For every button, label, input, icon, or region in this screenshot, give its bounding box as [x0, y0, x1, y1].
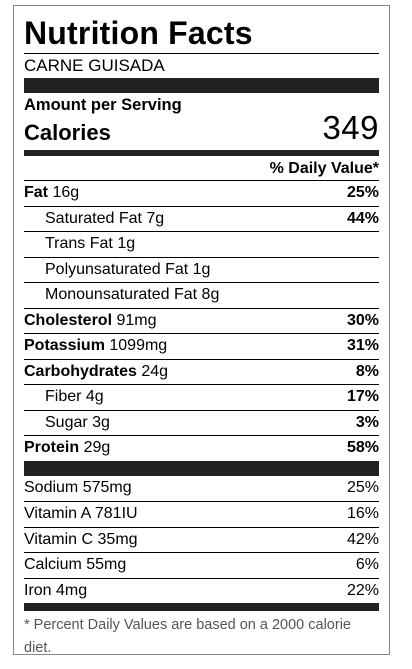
nutrient-pct: 8% — [355, 362, 379, 380]
nutrient-pct: 58% — [346, 439, 379, 457]
nutrient-name: Cholesterol — [24, 311, 113, 329]
vitamin-amount: 4mg — [56, 581, 88, 599]
calories-row: Calories 349 — [24, 111, 379, 145]
nutrient-name: Saturated Fat — [45, 209, 142, 227]
nutrient-row-saturated-fat: Saturated Fat 7g 44% — [24, 205, 379, 232]
thick-divider — [24, 78, 379, 93]
vitamin-pct: 6% — [355, 556, 379, 574]
nutrient-name: Carbohydrates — [24, 362, 137, 380]
nutrient-row-polyunsaturated-fat: Polyunsaturated Fat 1g — [24, 256, 379, 283]
nutrient-row-fiber: Fiber 4g 17% — [24, 384, 379, 410]
calories-divider — [24, 150, 379, 156]
nutrient-row-fat: Fat 16g 25% — [24, 180, 379, 206]
nutrient-name: Potassium — [24, 337, 105, 355]
nutrient-amount: 24g — [141, 362, 169, 380]
nutrient-row-monounsaturated-fat: Monounsaturated Fat 8g — [24, 282, 379, 308]
vitamin-name: Vitamin C — [24, 530, 94, 548]
nutrient-row-carbohydrates: Carbohydrates 24g 8% — [24, 358, 379, 385]
vitamin-amount: 781IU — [94, 505, 138, 523]
daily-value-header: % Daily Value* — [269, 160, 379, 177]
vitamin-name: Vitamin A — [24, 505, 91, 523]
vitamin-pct: 22% — [346, 581, 379, 599]
calories-value: 349 — [322, 109, 379, 146]
nutrient-pct: 30% — [346, 311, 379, 329]
vitamin-pct: 16% — [346, 505, 379, 523]
nutrient-amount: 1099mg — [109, 337, 168, 355]
footnote-divider — [24, 603, 379, 611]
vitamin-name: Iron — [24, 581, 52, 599]
footnote: * Percent Daily Values are based on a 20… — [24, 617, 351, 656]
nutrient-name: Protein — [24, 439, 80, 457]
vitamin-row-calcium: Calcium 55mg 6% — [24, 552, 379, 578]
label-title: Nutrition Facts — [24, 15, 253, 51]
vitamin-name: Calcium — [24, 556, 82, 574]
nutrient-amount: 8g — [201, 286, 220, 304]
nutrient-row-trans-fat: Trans Fat 1g — [24, 231, 379, 257]
vitamin-amount: 35mg — [97, 530, 138, 548]
nutrient-pct: 3% — [355, 413, 379, 431]
nutrient-amount: 1g — [117, 235, 136, 253]
vitamin-row-iron: Iron 4mg 22% — [24, 577, 379, 604]
nutrient-amount: 16g — [52, 184, 80, 202]
nutrient-amount: 3g — [92, 413, 110, 431]
nutrient-row-potassium: Potassium 1099mg 31% — [24, 333, 379, 359]
title-divider — [24, 53, 379, 54]
vitamin-row-vitamin-c: Vitamin C 35mg 42% — [24, 526, 379, 553]
vitamin-pct: 25% — [346, 479, 379, 497]
nutrient-name: Fiber — [45, 388, 82, 406]
vitamin-row-vitamin-a: Vitamin A 781IU 16% — [24, 501, 379, 527]
calories-label: Calories — [24, 120, 111, 145]
nutrient-row-cholesterol: Cholesterol 91mg 30% — [24, 307, 379, 334]
nutrient-amount: 4g — [85, 388, 104, 406]
nutrient-amount: 91mg — [116, 311, 157, 329]
vitamin-row-sodium: Sodium 575mg 25% — [24, 476, 379, 502]
vitamins-divider — [24, 460, 379, 476]
nutrient-amount: 1g — [192, 260, 211, 278]
nutrient-pct: 44% — [346, 209, 379, 227]
vitamin-amount: 575mg — [82, 479, 132, 497]
vitamin-name: Sodium — [24, 479, 79, 497]
nutrition-label: Nutrition Facts CARNE GUISADA Amount per… — [13, 5, 390, 656]
nutrient-row-sugar: Sugar 3g 3% — [24, 409, 379, 436]
vitamin-pct: 42% — [346, 530, 379, 548]
nutrient-pct: 17% — [346, 388, 379, 406]
vitamin-amount: 55mg — [86, 556, 127, 574]
nutrient-pct: 25% — [346, 184, 379, 202]
nutrient-pct: 31% — [346, 337, 379, 355]
nutrient-name: Fat — [24, 184, 48, 202]
nutrient-amount: 7g — [146, 209, 165, 227]
nutrient-name: Monounsaturated Fat — [45, 286, 198, 304]
amount-per-serving: Amount per Serving — [24, 96, 182, 114]
nutrient-name: Sugar — [45, 413, 88, 431]
nutrient-amount: 29g — [83, 439, 111, 457]
nutrient-name: Polyunsaturated Fat — [45, 260, 189, 278]
recipe-name: CARNE GUISADA — [24, 56, 165, 75]
nutrient-row-protein: Protein 29g 58% — [24, 435, 379, 461]
nutrient-name: Trans Fat — [45, 235, 113, 253]
